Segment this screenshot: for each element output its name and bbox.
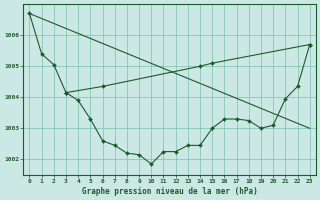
X-axis label: Graphe pression niveau de la mer (hPa): Graphe pression niveau de la mer (hPa)	[82, 187, 258, 196]
